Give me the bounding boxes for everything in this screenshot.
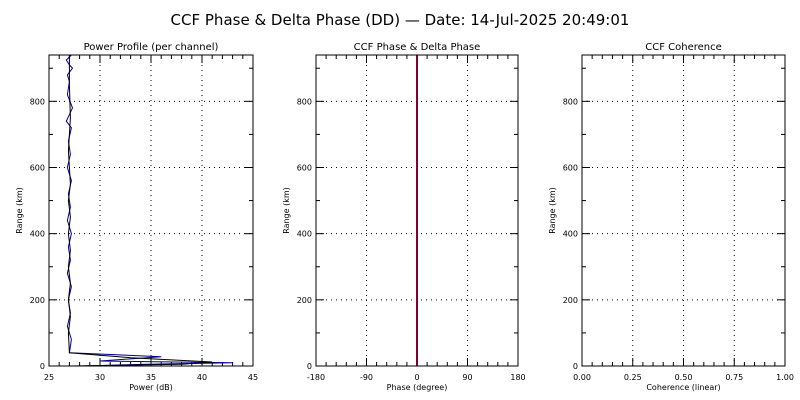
- y-tick-label: 200: [297, 296, 312, 305]
- chart-panel-1: 0 200 400 600 800 25 30 35 40 45 Power Profile (pe…: [15, 42, 258, 392]
- panel-title: CCF Phase & Delta Phase: [354, 42, 481, 53]
- y-axis-label: Range (km): [15, 187, 24, 234]
- x-tick-label: 1.00: [776, 373, 794, 382]
- x-tick-label: -180: [307, 373, 325, 382]
- chart-panel-3: 0 200 400 600 800 0.00 0.25 0.50 0.75 1.00 CCF Coh…: [548, 42, 794, 392]
- x-tick-label: 90: [462, 373, 472, 382]
- plot-frame: [581, 54, 786, 367]
- x-tick-label: 0: [414, 373, 419, 382]
- x-tick-label: 35: [146, 373, 156, 382]
- x-tick-label: 45: [248, 373, 258, 382]
- y-tick-label: 0: [307, 362, 312, 371]
- series-line-2: [67, 55, 213, 366]
- plot-frame: [315, 54, 519, 367]
- y-tick-label: 200: [30, 296, 45, 305]
- x-tick-label: 30: [95, 373, 105, 382]
- y-tick-label: 400: [563, 230, 578, 239]
- x-axis-label: Phase (degree): [387, 383, 448, 392]
- x-tick-label: 0.75: [725, 373, 743, 382]
- y-tick-label: 800: [297, 97, 312, 106]
- x-tick-label: 25: [44, 373, 54, 382]
- x-tick-label: 0.00: [573, 373, 591, 382]
- y-axis-label: Range (km): [282, 187, 291, 234]
- x-axis-label: Coherence (linear): [646, 383, 720, 392]
- y-tick-label: 600: [563, 163, 578, 172]
- x-tick-label: 0.25: [624, 373, 642, 382]
- panel-title: Power Profile (per channel): [84, 42, 219, 53]
- y-tick-label: 400: [30, 230, 45, 239]
- x-tick-label: 0.50: [675, 373, 693, 382]
- y-tick-label: 0: [573, 362, 578, 371]
- y-tick-label: 800: [563, 97, 578, 106]
- y-tick-label: 400: [297, 230, 312, 239]
- x-tick-label: -90: [360, 373, 373, 382]
- x-axis-label: Power (dB): [129, 383, 173, 392]
- figure-title: CCF Phase & Delta Phase (DD) — Date: 14-…: [171, 11, 630, 29]
- y-axis-label: Range (km): [548, 187, 557, 234]
- plot-frame: [48, 54, 254, 367]
- panel-title: CCF Coherence: [645, 42, 722, 53]
- x-tick-label: 180: [510, 373, 525, 382]
- y-tick-label: 600: [30, 163, 45, 172]
- y-tick-label: 600: [297, 163, 312, 172]
- chart-panel-2: 0 200 400 600 800 -180 -90 0 90 180 CCF Phase & De…: [282, 42, 526, 392]
- y-tick-label: 800: [30, 97, 45, 106]
- x-tick-label: 40: [197, 373, 207, 382]
- y-tick-label: 200: [563, 296, 578, 305]
- y-tick-label: 0: [40, 362, 45, 371]
